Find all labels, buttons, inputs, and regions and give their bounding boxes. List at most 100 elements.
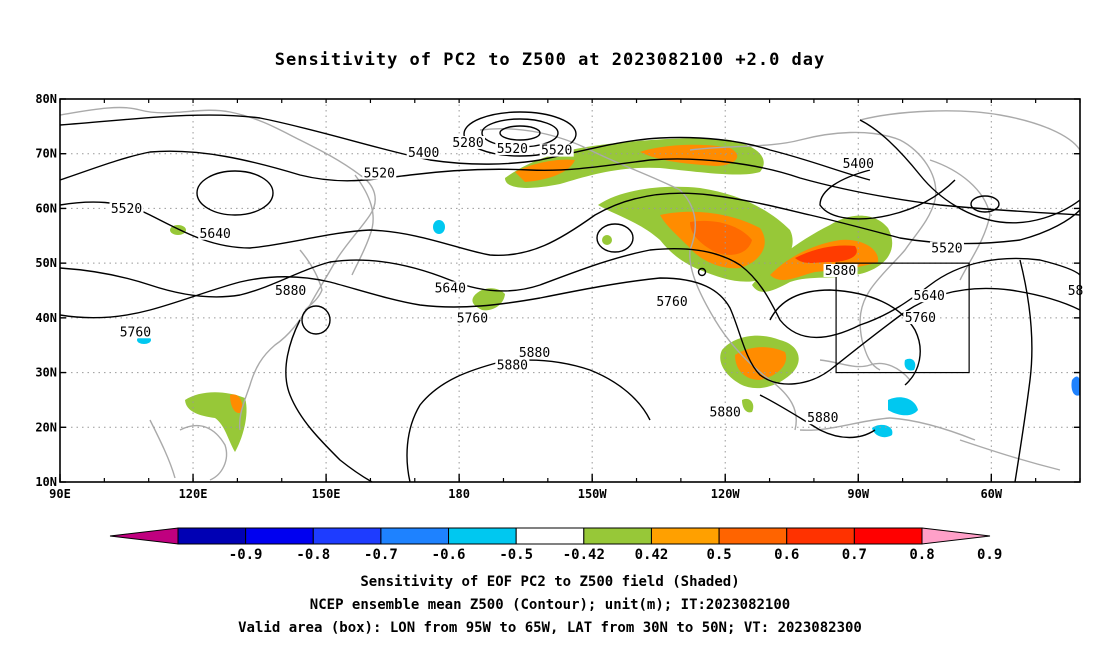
contour-line (60, 248, 1080, 339)
caption-line-2: NCEP ensemble mean Z500 (Contour); unit(… (309, 597, 791, 613)
contour-label: 5880 (275, 284, 306, 299)
contour-label: 5520 (497, 142, 528, 157)
shade-area (904, 358, 916, 371)
colorbar-left-triangle (109, 527, 179, 545)
colorbar-tick-label: 0.42 (635, 547, 669, 563)
contour-line (819, 169, 956, 220)
contour-line (769, 289, 921, 386)
contour-line (196, 170, 274, 216)
contour-label-bg (362, 166, 397, 180)
colorbar-tick-label: 0.5 (706, 547, 731, 563)
contour-line (970, 195, 1000, 213)
colorbar-segment (380, 527, 450, 545)
colorbar-tick-label: -0.9 (229, 547, 263, 563)
colorbar: -0.9 -0.8 -0.7 -0.6 -0.5 -0.42 0.42 0.5 0.6 0.7 0.… (109, 527, 1002, 563)
contour-line (759, 394, 876, 439)
coastline (299, 249, 323, 311)
contour-label: 5760 (120, 325, 151, 340)
contour-label-bg (655, 295, 689, 309)
colorbar-segment (448, 527, 517, 545)
contour-label: 5880 (807, 411, 838, 426)
lon-tick-label: 150E (312, 487, 341, 501)
contour-label: 5880 (497, 359, 528, 374)
contour-label-bg (823, 263, 858, 277)
contour-line (285, 319, 373, 482)
contour-label-bg (708, 405, 743, 419)
colorbar-tick-label: 0.9 (977, 547, 1002, 563)
contour-label: 5880 (519, 346, 550, 361)
colorbar-segment (312, 527, 382, 545)
contour-label-bg (912, 289, 947, 303)
valid-area-box (835, 262, 970, 374)
coastline (819, 359, 911, 381)
contour-line (697, 267, 707, 277)
contour-line (1014, 259, 1033, 482)
lat-tick-label: 60N (35, 201, 57, 215)
lon-tick-label: 90E (49, 487, 71, 501)
colorbar-segment (177, 527, 247, 545)
contour-line (60, 114, 871, 181)
contour-line (406, 359, 651, 482)
lon-tick-label: 150W (578, 487, 608, 501)
contour-line (499, 125, 541, 141)
contour-label-bg (198, 226, 233, 240)
colorbar-segment (650, 527, 720, 545)
lon-tick-label: 120E (179, 487, 208, 501)
contour-label: 58 (1068, 284, 1084, 299)
lat-tick-label: 70N (35, 147, 57, 161)
coastline (479, 128, 797, 431)
lat-tick-label: 30N (35, 366, 57, 380)
shade-area (888, 397, 918, 416)
contour-label-bg (903, 311, 938, 325)
contour-label: 5640 (914, 289, 945, 304)
contour-label: 5640 (200, 227, 231, 242)
contour-line (463, 111, 577, 157)
contour-label-bg (451, 135, 485, 149)
shade-area (1071, 376, 1080, 396)
lon-tick-label: 180 (448, 487, 470, 501)
colorbar-tick-label: -0.5 (499, 547, 533, 563)
shade-area (602, 235, 612, 245)
colorbar-segment (245, 527, 314, 545)
contour-label-bg (539, 143, 574, 157)
shade-area (185, 392, 247, 452)
contour-label: 5400 (408, 146, 439, 161)
lat-tick-label: 80N (35, 92, 57, 106)
contour-labels: 5280 5400 5520 5520 5520 5400 5520 5640 5640 5880… (109, 135, 1085, 426)
contour-label: 5400 (843, 157, 874, 172)
coastline (859, 110, 1080, 151)
contour-line (60, 192, 1080, 257)
contour-label-bg (109, 202, 144, 216)
contour-label-bg (495, 141, 530, 155)
caption-line-1: Sensitivity of EOF PC2 to Z500 field (Sh… (360, 574, 740, 590)
contour-label-bg (929, 241, 964, 255)
contour-label: 5520 (541, 144, 572, 159)
contour-label: 5880 (710, 406, 741, 421)
title: Sensitivity of PC2 to Z500 at 2023082100… (274, 50, 826, 70)
lon-tick-label: 120W (711, 487, 741, 501)
colorbar-segment (786, 527, 855, 545)
colorbar-segment (853, 527, 923, 545)
lat-tick-label: 20N (35, 420, 57, 434)
contour-label: 5520 (364, 167, 395, 182)
contour-label-bg (455, 311, 490, 325)
shade-area (872, 424, 893, 438)
contour-label: 5880 (825, 264, 856, 279)
contour-line (60, 150, 1080, 216)
colorbar-tick-label: 0.6 (774, 547, 799, 563)
contour-label-bg (406, 145, 441, 159)
colorbar-tick-label: 0.7 (842, 547, 867, 563)
lat-tick-label: 10N (35, 475, 57, 489)
colorbar-tick-label: 0.8 (909, 547, 934, 563)
contour-label: 5520 (111, 202, 142, 217)
coastline (60, 106, 376, 431)
colorbar-tick-label: -0.7 (364, 547, 398, 563)
contour-label-bg (433, 281, 468, 295)
coastline (959, 439, 1061, 471)
z500-contours (60, 111, 1080, 482)
colorbar-segment (515, 527, 585, 545)
shade-area (433, 220, 445, 234)
lon-tick-label: 90W (847, 487, 869, 501)
colorbar-tick-label: -0.8 (296, 547, 330, 563)
